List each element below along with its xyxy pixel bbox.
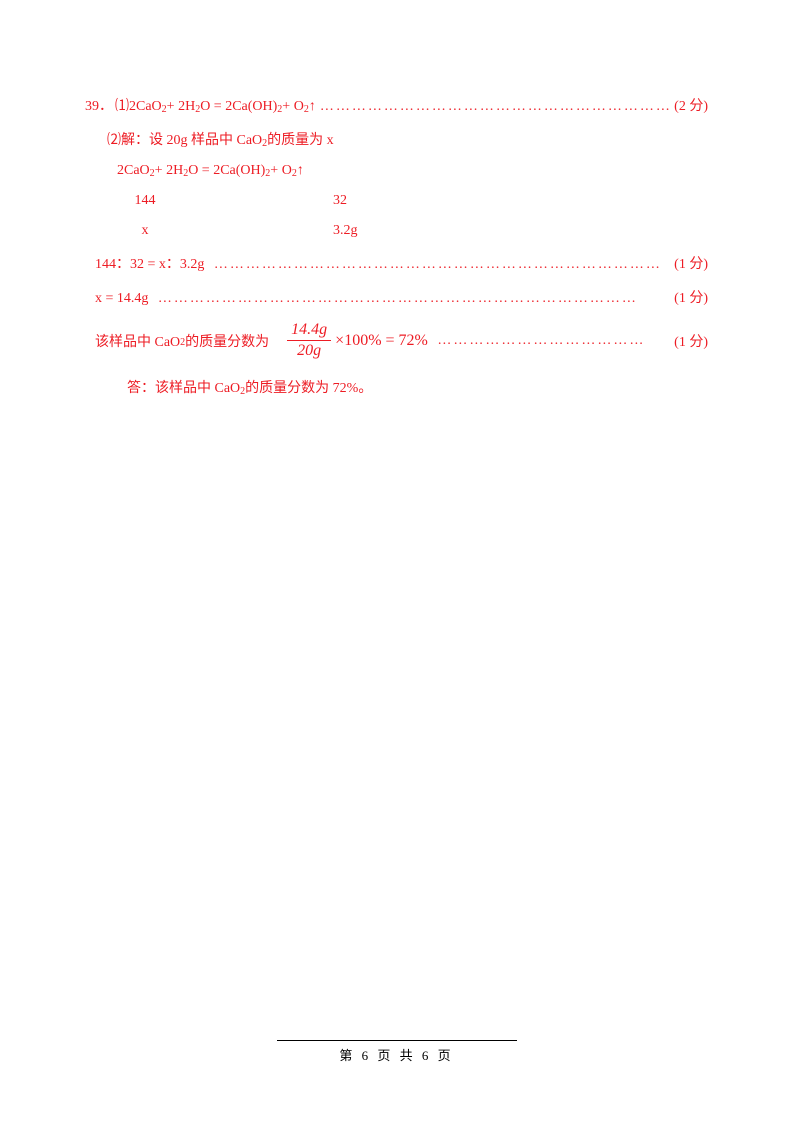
part1-label: ⑴ <box>115 95 129 115</box>
leader-dots: ………………………………………………………………………… <box>204 257 670 273</box>
footer-rule <box>277 1040 517 1041</box>
subscript: 2 <box>292 168 297 179</box>
var-left: x <box>117 223 173 239</box>
answer-text-b: 的质量分数为 72%。 <box>245 377 372 397</box>
leader-dots: ………………………………………………………… <box>316 99 670 115</box>
subscript: 2 <box>262 138 267 149</box>
eq-seg: + 2H <box>167 99 196 115</box>
spacer <box>173 223 333 239</box>
fraction-line: 该样品中 CaO2 的质量分数为 14.4g 20g ×100% = 72% …… <box>85 321 708 361</box>
subscript: 2 <box>304 104 309 115</box>
subscript: 2 <box>162 104 167 115</box>
eq-seg: + O <box>282 99 304 115</box>
page-content: 39． ⑴ 2CaO2 + 2H2 O = 2Ca(OH)2 + O2 ↑ ……… <box>0 0 793 397</box>
fraction: 14.4g 20g <box>287 321 331 361</box>
eq-seg: + O <box>270 163 292 179</box>
footer-text: 第 6 页 共 6 页 <box>0 1045 793 1064</box>
ratio-line: 144：32 = x：3.2g ………………………………………………………………… <box>85 253 708 273</box>
result-line: x = 14.4g ………………………………………………………………………………… <box>85 287 708 307</box>
answer-line: 答：该样品中 CaO2 的质量分数为 72%。 <box>85 377 708 397</box>
leader-dots: ……………………………………………………………………………… <box>148 291 670 307</box>
setup-text: 设 20g 样品中 CaO <box>149 129 262 149</box>
score-label: (1 分) <box>674 287 708 307</box>
gas-arrow: ↑ <box>309 99 316 115</box>
mass-left: 144 <box>117 193 173 209</box>
score-label: (1 分) <box>674 253 708 273</box>
fraction-numerator: 14.4g <box>287 321 331 341</box>
mass-row: 144 32 <box>85 193 708 209</box>
subscript: 2 <box>265 168 270 179</box>
var-right: 3.2g <box>333 223 393 239</box>
question-number: 39． <box>85 95 113 115</box>
frac-label-a: 该样品中 CaO <box>95 331 180 351</box>
page-footer: 第 6 页 共 6 页 <box>0 1040 793 1064</box>
part2-label: ⑵解： <box>107 129 149 149</box>
subscript: 2 <box>240 386 245 397</box>
score-label: (1 分) <box>674 331 708 351</box>
var-row: x 3.2g <box>85 223 708 239</box>
subscript: 2 <box>277 104 282 115</box>
spacer <box>173 193 333 209</box>
setup-tail: 的质量为 x <box>267 129 334 149</box>
subscript: 2 <box>183 168 188 179</box>
line-equation-2: 2CaO2 + 2H2 O = 2Ca(OH)2 + O2 ↑ <box>85 163 708 179</box>
subscript: 2 <box>180 337 185 348</box>
subscript: 2 <box>195 104 200 115</box>
mass-right: 32 <box>333 193 393 209</box>
frac-label-b: 的质量分数为 <box>185 331 269 351</box>
eq-seg: 2CaO <box>129 99 162 115</box>
fraction-denominator: 20g <box>293 341 325 360</box>
eq-seg: 2CaO <box>117 163 150 179</box>
eq-seg: O = 2Ca(OH) <box>188 163 265 179</box>
eq-seg: O = 2Ca(OH) <box>200 99 277 115</box>
score-label: (2 分) <box>674 95 708 115</box>
subscript: 2 <box>150 168 155 179</box>
line-setup: ⑵解： 设 20g 样品中 CaO2 的质量为 x <box>85 129 708 149</box>
ratio-text: 144：32 = x：3.2g <box>95 253 204 273</box>
result-x: x = 14.4g <box>95 291 148 307</box>
frac-tail: ×100% = 72% <box>335 332 428 350</box>
line-equation-1: 39． ⑴ 2CaO2 + 2H2 O = 2Ca(OH)2 + O2 ↑ ……… <box>85 95 708 115</box>
leader-dots: ………………………………… <box>428 333 670 349</box>
gas-arrow: ↑ <box>297 163 304 179</box>
eq-seg: + 2H <box>155 163 184 179</box>
answer-text-a: 答：该样品中 CaO <box>127 377 240 397</box>
